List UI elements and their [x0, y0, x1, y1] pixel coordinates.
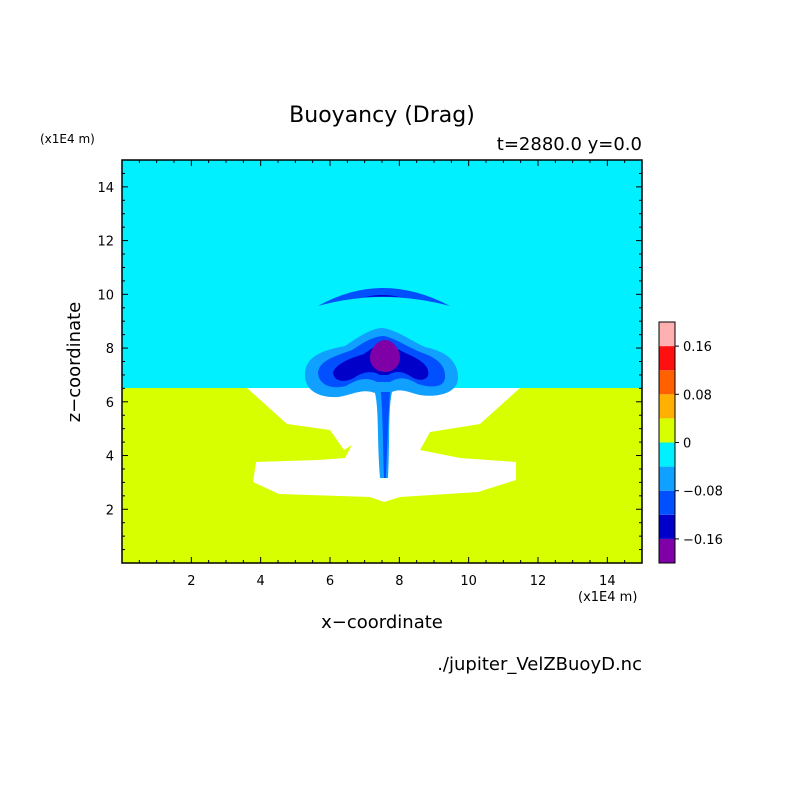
x-tick-label: 8	[395, 574, 403, 589]
y-tick-label: 4	[106, 450, 114, 465]
y-scale-label: (x1E4 m)	[40, 132, 95, 146]
mushroom-stem-region	[381, 392, 390, 478]
source-file-label: ./jupiter_VelZBuoyD.nc	[437, 654, 642, 675]
colorbar-swatch	[659, 346, 675, 371]
colorbar-tick-label: 0.16	[683, 340, 712, 355]
colorbar-swatch	[659, 442, 675, 467]
x-axis-ticks: 2 4 6 8 10 12 14	[138, 160, 626, 589]
chart-subtitle: t=2880.0 y=0.0	[497, 134, 642, 155]
y-tick-label: 8	[106, 342, 114, 357]
colorbar-swatch	[659, 538, 675, 563]
colorbar-tick-label: −0.08	[683, 485, 723, 500]
colorbar-swatch	[659, 466, 675, 491]
x-tick-label: 4	[257, 574, 265, 589]
cap-arc-region	[318, 288, 450, 306]
colorbar-swatch	[659, 394, 675, 419]
colorbar-swatch	[659, 370, 675, 395]
colorbar-tick-label: 0.08	[683, 388, 712, 403]
y-tick-label: 10	[97, 288, 114, 303]
y-tick-label: 14	[97, 181, 114, 196]
x-tick-label: 14	[599, 574, 616, 589]
y-tick-label: 12	[97, 235, 114, 250]
x-scale-label: (x1E4 m)	[578, 590, 637, 605]
x-tick-label: 2	[187, 574, 195, 589]
cap-arc-inner-region	[365, 295, 400, 297]
colorbar-swatch	[659, 322, 675, 347]
y-axis-label: z−coordinate	[64, 302, 85, 423]
y-tick-label: 6	[106, 396, 114, 411]
y-axis-ticks: 2 4 6 8 10 12 14	[97, 172, 642, 551]
y-tick-label: 2	[106, 503, 114, 518]
x-axis-label: x−coordinate	[321, 612, 443, 633]
colorbar-swatch	[659, 514, 675, 539]
x-tick-label: 10	[460, 574, 477, 589]
colorbar-tick-label: −0.16	[683, 533, 723, 548]
colorbar-swatch	[659, 490, 675, 515]
plot-area: 2 4 6 8 10 12 14 2 4 6 8 10 12 14	[97, 159, 643, 589]
lower-atmosphere-region	[122, 388, 642, 563]
chart-title: Buoyancy (Drag)	[289, 103, 475, 128]
x-tick-label: 6	[326, 574, 334, 589]
colorbar-tick-label: 0	[683, 437, 691, 452]
x-tick-label: 12	[530, 574, 547, 589]
colorbar-swatch	[659, 418, 675, 443]
colorbar: 0.16 0.08 0 −0.08 −0.16	[658, 321, 723, 564]
mushroom-core-region	[370, 340, 400, 372]
